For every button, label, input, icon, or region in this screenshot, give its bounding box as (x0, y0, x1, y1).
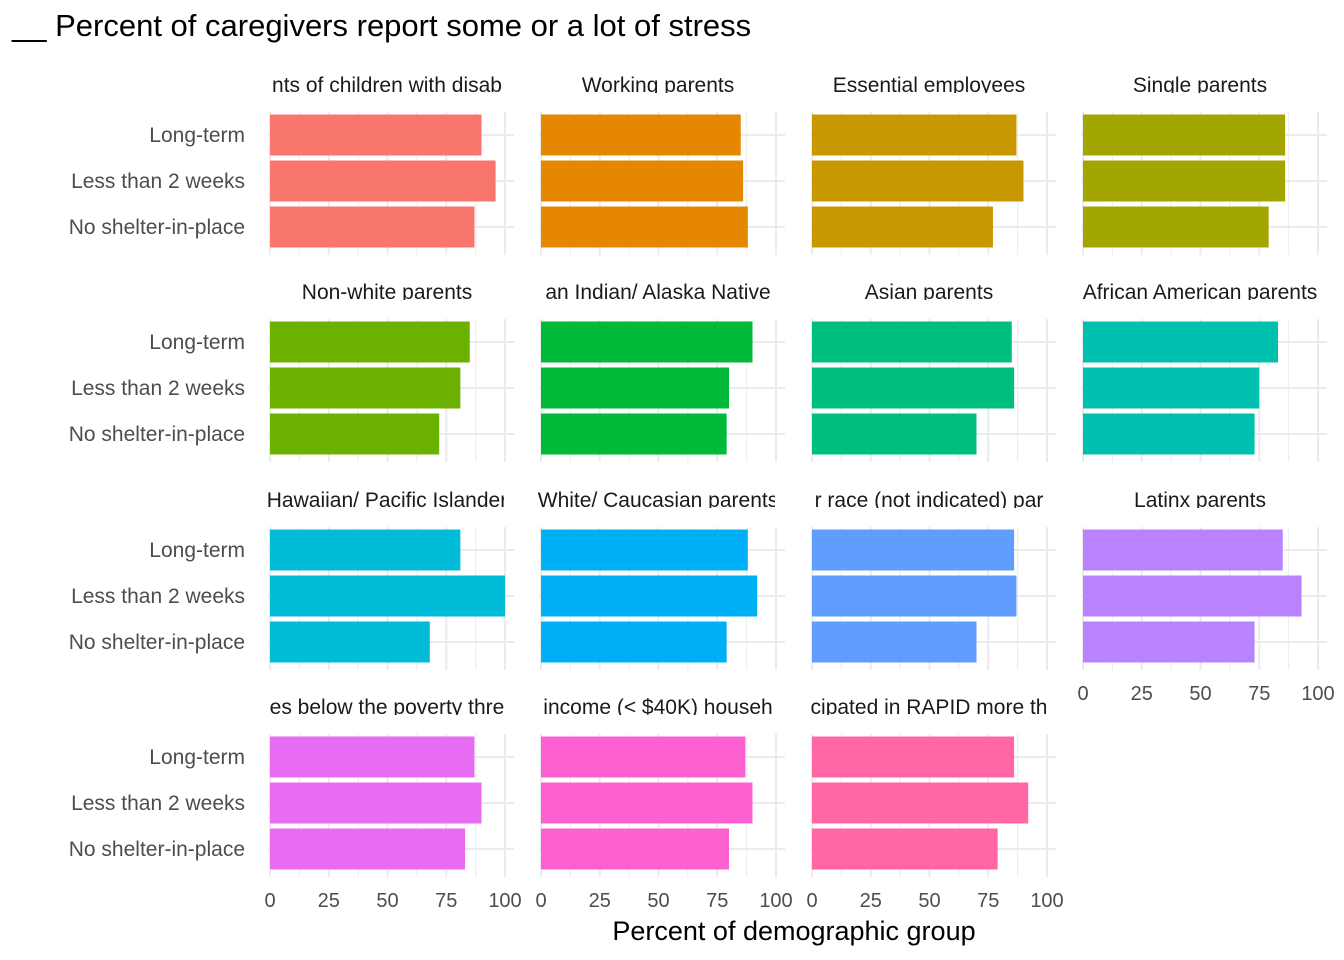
bar (812, 321, 1012, 363)
y-tick-label: Long-term (149, 331, 245, 354)
bar (1083, 621, 1255, 663)
bar (812, 529, 1015, 571)
strip-label: Hawaiian/ Pacific Islander (267, 489, 507, 512)
y-tick-label: Less than 2 weeks (71, 585, 245, 608)
bar (812, 160, 1024, 202)
x-tick-label: 75 (435, 890, 457, 912)
bar (1083, 529, 1283, 571)
bar (812, 782, 1029, 824)
bar (270, 736, 475, 778)
strip-label: r race (not indicated) par (815, 489, 1044, 512)
y-tick-label: No shelter-in-place (69, 423, 245, 446)
x-tick-label: 50 (918, 890, 940, 912)
bar (270, 782, 482, 824)
bar (270, 575, 505, 617)
bar (812, 114, 1017, 156)
y-tick-label: No shelter-in-place (69, 838, 245, 861)
y-tick-label: Long-term (149, 124, 245, 147)
bar (1083, 206, 1269, 248)
bar (812, 413, 977, 455)
bar (1083, 367, 1260, 409)
x-tick-label: 100 (1030, 890, 1063, 912)
bar (812, 206, 993, 248)
x-tick-label: 25 (1131, 683, 1153, 705)
y-tick-label: Long-term (149, 746, 245, 769)
x-tick-label: 100 (488, 890, 521, 912)
x-tick-label: 0 (535, 890, 546, 912)
bar (541, 114, 741, 156)
strip-label: es below the poverty thre (270, 696, 505, 719)
bar (541, 575, 758, 617)
bar (270, 367, 461, 409)
x-tick-label: 50 (376, 890, 398, 912)
x-tick-label: 25 (589, 890, 611, 912)
strip-label: Non-white parents (302, 281, 472, 304)
y-tick-label: Less than 2 weeks (71, 377, 245, 400)
bar (541, 321, 753, 363)
x-tick-label: 0 (264, 890, 275, 912)
strip-label: Working parents (582, 74, 735, 97)
y-tick-label: No shelter-in-place (69, 631, 245, 654)
x-tick-label: 25 (860, 890, 882, 912)
bar (541, 621, 727, 663)
x-tick-label: 75 (706, 890, 728, 912)
bar (812, 367, 1015, 409)
strip-label: Asian parents (865, 281, 993, 304)
bar (541, 828, 729, 870)
x-tick-label: 0 (806, 890, 817, 912)
bar (541, 529, 748, 571)
x-tick-label: 100 (759, 890, 792, 912)
bar (270, 413, 440, 455)
x-tick-label: 0 (1077, 683, 1088, 705)
x-tick-label: 50 (647, 890, 669, 912)
x-tick-label: 100 (1301, 683, 1334, 705)
y-tick-label: Less than 2 weeks (71, 792, 245, 815)
y-tick-label: Less than 2 weeks (71, 170, 245, 193)
strip-label: income (< $40K) househ (543, 696, 772, 719)
x-tick-label: 25 (318, 890, 340, 912)
bar (812, 575, 1017, 617)
bar (270, 206, 475, 248)
bar (270, 529, 461, 571)
x-tick-label: 75 (977, 890, 999, 912)
bar (541, 736, 746, 778)
strip-label: Essential employees (833, 74, 1026, 97)
bar (1083, 160, 1286, 202)
bar (812, 621, 977, 663)
strip-label: an Indian/ Alaska Native (545, 281, 770, 304)
bar (812, 828, 998, 870)
y-tick-label: No shelter-in-place (69, 216, 245, 239)
bar (270, 621, 430, 663)
x-axis-title: Percent of demographic group (612, 916, 975, 946)
bar (270, 114, 482, 156)
bar (812, 736, 1015, 778)
bar (1083, 114, 1286, 156)
strip-label: Latinx parents (1134, 489, 1266, 512)
bar (1083, 575, 1302, 617)
bar (541, 413, 727, 455)
bar (270, 321, 470, 363)
strip-label: White/ Caucasian parents (538, 489, 778, 512)
strip-label: nts of children with disab (272, 74, 502, 97)
y-tick-label: Long-term (149, 539, 245, 562)
x-tick-label: 75 (1248, 683, 1270, 705)
bar (541, 782, 753, 824)
bar (541, 206, 748, 248)
bar (1083, 321, 1279, 363)
bar (270, 160, 496, 202)
bar (541, 367, 729, 409)
strip-label: cipated in RAPID more th (811, 696, 1048, 719)
bar (1083, 413, 1255, 455)
bar (541, 160, 744, 202)
bar (270, 828, 466, 870)
x-tick-label: 50 (1189, 683, 1211, 705)
chart-title: __ Percent of caregivers report some or … (12, 8, 752, 43)
strip-label: Single parents (1133, 74, 1267, 97)
strip-label: African American parents (1083, 281, 1318, 304)
